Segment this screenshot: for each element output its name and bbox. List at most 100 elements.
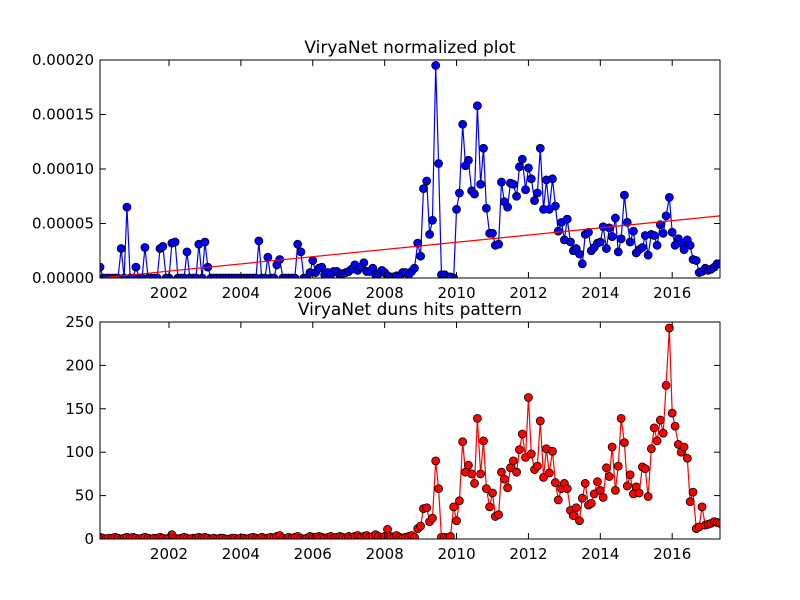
data-point bbox=[131, 262, 141, 272]
data-point bbox=[464, 460, 473, 470]
data-point bbox=[517, 154, 527, 164]
x-tick-label: 2010 bbox=[437, 545, 475, 563]
x-tick-label: 2010 bbox=[437, 284, 475, 302]
trend-line bbox=[100, 215, 720, 278]
y-tick-label: 50 bbox=[75, 487, 94, 505]
data-point bbox=[535, 143, 545, 153]
data-point bbox=[494, 510, 503, 520]
x-tick-label: 2014 bbox=[581, 284, 619, 302]
data-point bbox=[622, 481, 632, 491]
data-point bbox=[652, 436, 662, 446]
data-point bbox=[428, 215, 437, 225]
x-tick-label: 2002 bbox=[150, 545, 188, 563]
y-tick-label: 250 bbox=[65, 313, 94, 331]
x-tick-label: 2004 bbox=[222, 284, 260, 302]
data-point bbox=[499, 474, 509, 484]
chart-title: ViryaNet duns hits pattern bbox=[298, 300, 522, 320]
data-point bbox=[452, 204, 461, 214]
data-point bbox=[100, 262, 105, 272]
data-point bbox=[455, 188, 464, 198]
data-point bbox=[116, 244, 126, 253]
data-point bbox=[667, 408, 677, 418]
data-point bbox=[170, 237, 180, 247]
data-point bbox=[293, 239, 303, 249]
data-point bbox=[544, 468, 554, 478]
data-point bbox=[580, 479, 590, 488]
data-point bbox=[508, 179, 518, 189]
x-tick-label: 2006 bbox=[294, 284, 332, 302]
data-point bbox=[679, 442, 689, 452]
data-point bbox=[548, 446, 557, 456]
data-point bbox=[182, 247, 192, 257]
data-point bbox=[158, 241, 168, 251]
data-point bbox=[503, 202, 512, 212]
data-point bbox=[446, 531, 455, 539]
data-point bbox=[661, 211, 671, 221]
data-point bbox=[634, 488, 644, 498]
x-tick-label: 2012 bbox=[509, 284, 547, 302]
data-point bbox=[431, 61, 441, 70]
x-tick-label: 2004 bbox=[222, 545, 260, 563]
data-point bbox=[533, 188, 542, 198]
data-point bbox=[577, 493, 587, 503]
y-tick-label: 0.00010 bbox=[32, 160, 94, 178]
data-point bbox=[562, 484, 572, 494]
data-point bbox=[410, 532, 419, 539]
data-point bbox=[685, 240, 695, 250]
data-point bbox=[553, 495, 563, 505]
data-point bbox=[419, 184, 428, 194]
data-point bbox=[359, 258, 369, 268]
data-point bbox=[197, 273, 207, 278]
y-tick-label: 0 bbox=[84, 530, 94, 548]
data-point bbox=[655, 415, 665, 425]
data-point bbox=[481, 484, 491, 494]
data-point bbox=[670, 421, 680, 431]
data-point bbox=[458, 119, 468, 129]
data-point bbox=[613, 247, 623, 257]
data-point bbox=[625, 470, 635, 480]
data-point bbox=[470, 189, 479, 199]
data-point bbox=[604, 472, 614, 481]
data-point bbox=[517, 429, 527, 439]
plot-content bbox=[100, 61, 720, 278]
y-tick-label: 100 bbox=[65, 443, 94, 461]
data-point bbox=[640, 464, 650, 474]
data-point bbox=[550, 201, 560, 211]
data-point bbox=[550, 478, 560, 487]
y-tick-label: 0.00000 bbox=[32, 269, 94, 287]
data-point bbox=[577, 259, 587, 269]
x-tick-label: 2008 bbox=[366, 545, 404, 563]
plot-area bbox=[100, 60, 720, 278]
x-tick-label: 2016 bbox=[653, 284, 691, 302]
data-point bbox=[595, 237, 605, 247]
data-point bbox=[619, 438, 629, 448]
data-point bbox=[497, 177, 506, 187]
data-point bbox=[616, 234, 626, 244]
data-point bbox=[515, 162, 524, 172]
data-point bbox=[602, 463, 611, 473]
data-point bbox=[467, 469, 477, 479]
data-point bbox=[667, 227, 677, 237]
data-point bbox=[455, 496, 464, 506]
data-point bbox=[410, 263, 419, 273]
data-point bbox=[715, 259, 720, 269]
data-point bbox=[494, 239, 503, 249]
x-tick-label: 2012 bbox=[509, 545, 547, 563]
data-point bbox=[512, 191, 521, 201]
data-point bbox=[575, 249, 584, 259]
data-point bbox=[664, 192, 674, 202]
data-point bbox=[649, 231, 659, 240]
data-point bbox=[571, 503, 581, 513]
x-tick-label: 2008 bbox=[366, 284, 404, 302]
data-point bbox=[422, 176, 432, 186]
data-point bbox=[682, 453, 692, 463]
data-point bbox=[649, 423, 659, 433]
data-point bbox=[485, 502, 495, 512]
data-point bbox=[625, 237, 635, 247]
data-point bbox=[425, 229, 434, 239]
data-point bbox=[691, 256, 701, 265]
data-point bbox=[470, 479, 479, 488]
data-point bbox=[586, 499, 596, 508]
